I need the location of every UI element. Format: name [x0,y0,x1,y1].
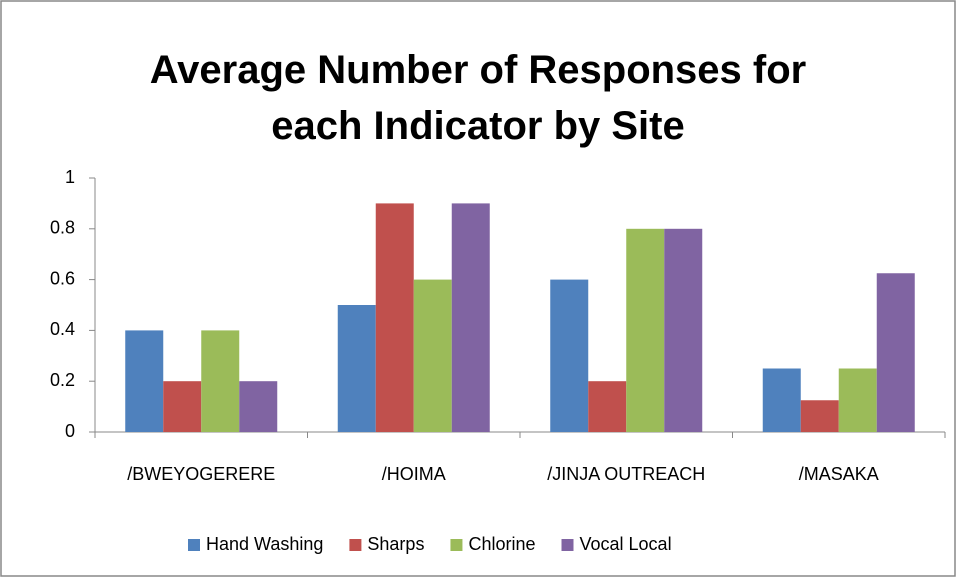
bar [588,381,627,432]
bar [375,203,414,432]
bar [664,228,703,432]
y-tick-label: 0 [65,421,75,441]
bar [550,279,589,432]
x-tick-label: /BWEYOGERERE [127,464,275,484]
bar [838,368,877,432]
legend-label: Hand Washing [206,534,323,554]
bar [451,203,490,432]
y-tick-label: 0.8 [50,218,75,238]
legend-swatch [561,539,574,551]
bar [413,279,452,432]
chart-title: Average Number of Responses for each Ind… [149,48,807,148]
legend-swatch [349,539,362,551]
y-tick-label: 0.4 [50,319,75,339]
legend-label: Sharps [367,534,424,554]
legend-swatch [188,539,200,551]
bar [626,228,665,432]
x-tick-label: /HOIMA [382,464,446,484]
bar [163,381,202,432]
bar [239,381,278,432]
bar [762,368,801,432]
y-tick-label: 0.2 [50,370,75,390]
y-tick-label: 0.6 [50,268,75,288]
legend-swatch [450,539,463,551]
legend-label: Vocal Local [580,534,672,554]
bar [876,273,915,432]
x-tick-label: /MASAKA [799,464,879,484]
y-tick-label: 1 [65,167,75,187]
bar [337,305,376,432]
x-tick-label: /JINJA OUTREACH [547,464,705,484]
bar [125,330,164,432]
bar [800,400,839,432]
legend-label: Chlorine [468,534,535,554]
bar [201,330,240,432]
